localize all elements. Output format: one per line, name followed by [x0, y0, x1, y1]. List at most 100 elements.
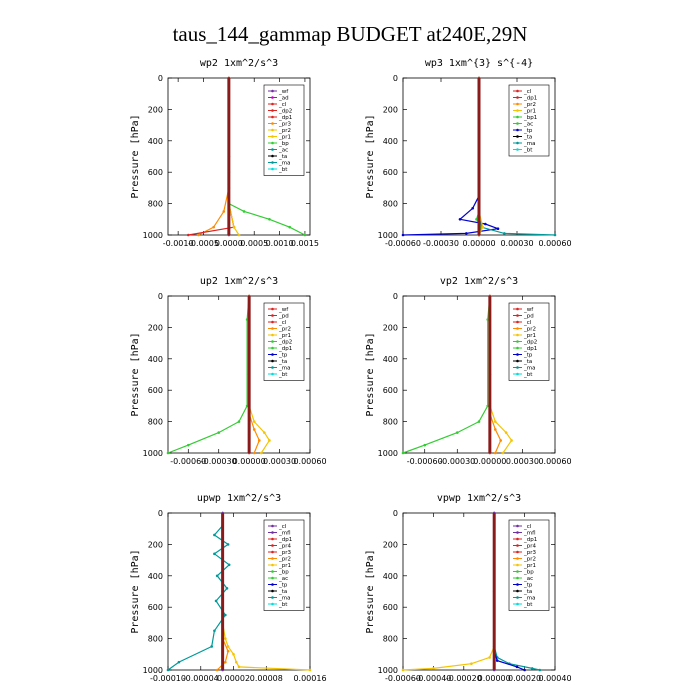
legend-marker — [271, 89, 274, 93]
data-point — [214, 599, 218, 603]
data-point — [225, 587, 229, 590]
x-tick-label: 0.00000 — [478, 674, 511, 683]
legend-marker — [516, 333, 519, 337]
legend-marker — [271, 557, 274, 560]
legend-entry: _bp1 — [523, 115, 537, 121]
x-tick-label: 0.00016 — [293, 674, 326, 683]
series-line-teal — [167, 513, 231, 671]
data-point — [401, 233, 405, 237]
legend-entry: _tp — [523, 583, 533, 589]
legend-entry: _ta — [278, 589, 287, 595]
data-point — [510, 439, 513, 442]
legend-marker — [516, 327, 519, 330]
legend-entry: _ta — [523, 359, 532, 365]
legend-marker — [516, 524, 519, 528]
legend-marker — [516, 115, 519, 119]
data-point — [423, 443, 427, 447]
legend-entry: _dp1 — [523, 96, 537, 102]
data-point — [553, 233, 557, 237]
legend-entry: _pr1 — [523, 333, 536, 339]
legend-entry: _mfl — [523, 531, 536, 537]
legend-marker — [516, 109, 519, 112]
data-point — [268, 218, 271, 221]
legend-marker — [271, 544, 274, 547]
panel-6: vpwp 1xm^2/s^3 Pressure [hPa] 0 200 400 600 80… — [365, 493, 572, 683]
legend-entry: _cl — [523, 320, 532, 326]
legend-entry: _ta — [523, 589, 532, 595]
data-point — [493, 420, 497, 423]
legend-marker — [516, 148, 519, 151]
data-point — [166, 668, 170, 672]
legend-entry: _ma — [523, 141, 535, 147]
data-point — [470, 662, 473, 666]
data-point — [224, 660, 227, 664]
data-point — [496, 227, 500, 231]
series-line-red — [188, 78, 235, 236]
y-axis-label: Pressure [hPa] — [365, 114, 376, 198]
legend-marker — [516, 563, 519, 567]
legend-marker — [271, 346, 274, 350]
legend-entry: _ta — [278, 359, 287, 365]
data-point — [177, 660, 181, 664]
legend-marker — [516, 583, 519, 586]
legend-entry: _tp — [278, 583, 288, 589]
x-tick-label: -0.0005 — [188, 239, 219, 248]
data-point — [501, 451, 505, 455]
y-tick-label: 400 — [148, 355, 163, 364]
data-point — [227, 563, 231, 567]
data-point — [401, 451, 405, 455]
data-point — [234, 660, 238, 664]
legend-entry: _pr2 — [278, 128, 291, 134]
data-point — [432, 667, 435, 670]
data-point — [222, 210, 226, 213]
data-point — [226, 649, 230, 653]
data-point — [215, 668, 219, 672]
y-tick-label: 1000 — [378, 449, 398, 458]
legend-entry: _ac — [278, 576, 288, 582]
legend-entry: _dp1 — [278, 537, 292, 543]
legend-entry: _pr4 — [278, 544, 292, 550]
legend-marker — [516, 372, 519, 376]
y-tick-label: 400 — [383, 137, 398, 146]
y-tick-label: 600 — [383, 603, 398, 612]
plot-frame — [167, 295, 311, 454]
legend-entry: _pr1 — [278, 333, 291, 339]
y-axis-label: Pressure [hPa] — [365, 332, 376, 416]
data-point — [493, 428, 497, 431]
legend-entry: _pr3 — [278, 122, 292, 128]
y-tick-label: 400 — [148, 137, 163, 146]
data-point — [252, 451, 256, 455]
legend-entry: _pr2 — [523, 102, 536, 108]
x-tick-label: -0.00060 — [170, 457, 206, 466]
data-point — [303, 233, 307, 237]
legend-marker — [271, 148, 274, 151]
legend-entry: _pr3 — [278, 550, 292, 556]
y-tick-label: 800 — [383, 418, 398, 427]
panel-title: wp2 1xm^2/s^3 — [200, 58, 278, 69]
legend-entry: _bt — [278, 167, 288, 173]
legend-marker — [271, 320, 274, 324]
legend-marker — [271, 161, 274, 164]
legend-entry: _wf — [523, 307, 534, 313]
x-tick-label: 0.00008 — [250, 674, 283, 683]
legend-marker — [271, 135, 274, 138]
plot-frame — [402, 295, 556, 454]
y-tick-label: 200 — [148, 540, 163, 549]
legend-marker — [271, 102, 274, 106]
x-tick-label: -0.00060 — [407, 457, 443, 466]
legend-marker — [516, 122, 519, 125]
panel-1: wp2 1xm^2/s^3 Pressure [hPa] 0 200 400 600 800… — [130, 58, 319, 248]
y-tick-label: 400 — [383, 572, 398, 581]
legend-marker — [516, 314, 519, 317]
legend-entry: _bt — [278, 602, 288, 608]
data-point — [308, 668, 312, 672]
data-point — [226, 543, 230, 546]
y-axis-label: Pressure [hPa] — [130, 114, 141, 198]
legend-marker — [516, 576, 519, 580]
legend-marker — [271, 531, 274, 534]
series-line-green — [402, 295, 491, 454]
legend-entry: _dp2 — [523, 340, 537, 346]
x-tick-label: -0.00040 — [415, 674, 451, 683]
legend-entry: _ma — [523, 366, 535, 372]
legend-marker — [516, 141, 519, 145]
